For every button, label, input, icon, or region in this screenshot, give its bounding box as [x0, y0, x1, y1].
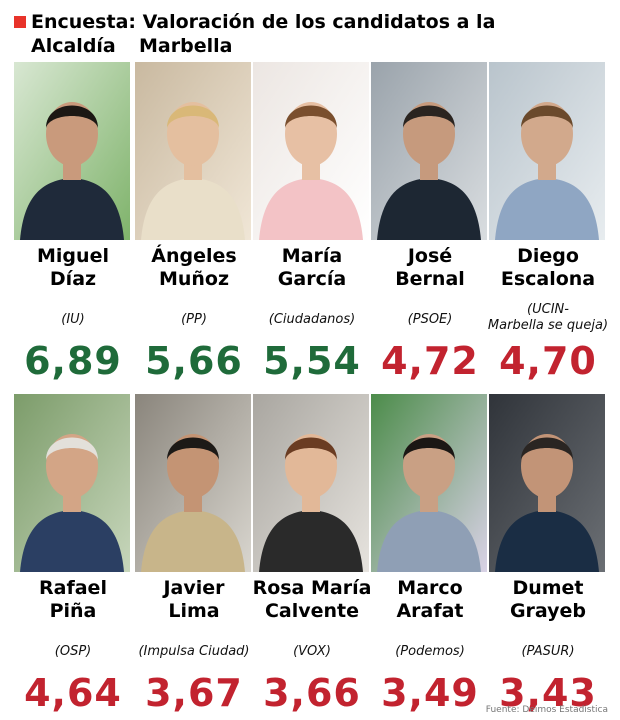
candidate-name: Diego Escalona	[479, 245, 617, 291]
candidate-score: 5,66	[145, 339, 243, 383]
candidate-name-line1: Dumet	[512, 577, 584, 599]
candidate-score: 4,72	[381, 339, 479, 383]
candidate-name-line1: Javier	[163, 577, 225, 599]
candidate-name: Javier Lima	[125, 577, 263, 623]
candidate-name: Marco Arafat	[361, 577, 499, 623]
candidate-score: 3,66	[263, 671, 361, 715]
title-text-line2: Marbella	[139, 35, 233, 57]
candidate-name-line1: Marco	[397, 577, 463, 599]
candidate-score: 3,49	[381, 671, 479, 715]
candidate-party-line1: (PSOE)	[407, 312, 453, 327]
candidate-name-line2: Muñoz	[158, 268, 230, 290]
candidate-name: Miguel Díaz	[4, 245, 142, 291]
candidate-score: 4,64	[24, 671, 122, 715]
portrait-icon	[253, 62, 369, 240]
candidate-party: (VOX)	[239, 644, 385, 660]
candidate-name-line2: Arafat	[396, 600, 464, 622]
portrait-icon	[371, 394, 487, 572]
candidate-name: Rosa María Calvente	[243, 577, 381, 623]
candidate-name: María García	[243, 245, 381, 291]
portrait-icon	[135, 62, 251, 240]
candidate-name-line2: Calvente	[264, 600, 360, 622]
candidate-name-line2: Escalona	[500, 268, 596, 290]
candidate-score: 6,89	[24, 339, 122, 383]
candidate-name-line2: Díaz	[49, 268, 97, 290]
source-note: Fuente: Deimos Estadística	[485, 705, 608, 715]
candidate-name-line1: Rosa María	[252, 577, 372, 599]
candidate-party: (IU)	[0, 312, 146, 328]
portrait-icon	[14, 394, 130, 572]
candidate-name-line1: María	[281, 245, 343, 267]
portrait-icon	[371, 62, 487, 240]
candidate-party: (PASUR)	[475, 644, 620, 660]
candidate-name-line1: José	[407, 245, 453, 267]
candidate-party: (PSOE)	[357, 312, 503, 328]
portrait-icon	[489, 394, 605, 572]
portrait-icon	[489, 62, 605, 240]
candidate-party: (Podemos)	[357, 644, 503, 660]
candidate-name-line1: Rafael	[39, 577, 107, 599]
portrait-icon	[135, 394, 251, 572]
title-marker-icon	[14, 16, 26, 28]
candidate-score: 5,54	[263, 339, 361, 383]
candidate-name-line2: García	[277, 268, 347, 290]
candidate-party-line1: (Podemos)	[395, 644, 465, 659]
candidate-name-line2: Lima	[168, 600, 220, 622]
candidate-party: (PP)	[121, 312, 267, 328]
candidate-name-line2: Bernal	[395, 268, 465, 290]
candidate-party-line1: (IU)	[61, 312, 85, 327]
portrait-icon	[14, 62, 130, 240]
candidate-party: (UCIN- Marbella se queja)	[475, 302, 620, 334]
candidate-party-line1: (UCIN-	[527, 302, 569, 317]
candidate-party-line1: (OSP)	[54, 644, 92, 659]
candidate-party: (OSP)	[0, 644, 146, 660]
candidate-name-line1: Diego	[517, 245, 579, 267]
candidate-score: 3,67	[145, 671, 243, 715]
candidate-name: Rafael Piña	[4, 577, 142, 623]
candidate-name: Ángeles Muñoz	[125, 245, 263, 291]
candidate-party-line1: (Impulsa Ciudad)	[138, 644, 250, 659]
candidate-score: 3,43	[499, 671, 597, 715]
candidate-name-line1: Miguel	[37, 245, 109, 267]
candidate-name-line2: Piña	[49, 600, 97, 622]
candidate-party-line2: Marbella se queja)	[487, 318, 609, 333]
candidate-name-line1: Ángeles	[151, 245, 237, 267]
candidate-party-line1: (PASUR)	[521, 644, 575, 659]
candidate-party-line1: (Ciudadanos)	[268, 312, 356, 327]
candidate-name: José Bernal	[361, 245, 499, 291]
candidate-name: Dumet Grayeb	[479, 577, 617, 623]
candidate-party-line1: (PP)	[181, 312, 207, 327]
candidate-party: (Ciudadanos)	[239, 312, 385, 328]
portrait-icon	[253, 394, 369, 572]
candidate-name-line2: Grayeb	[509, 600, 587, 622]
candidate-party: (Impulsa Ciudad)	[121, 644, 267, 660]
candidate-party-line1: (VOX)	[293, 644, 331, 659]
candidate-score: 4,70	[499, 339, 597, 383]
title-text: Encuesta: Valoración de los candidatos a…	[31, 11, 496, 57]
